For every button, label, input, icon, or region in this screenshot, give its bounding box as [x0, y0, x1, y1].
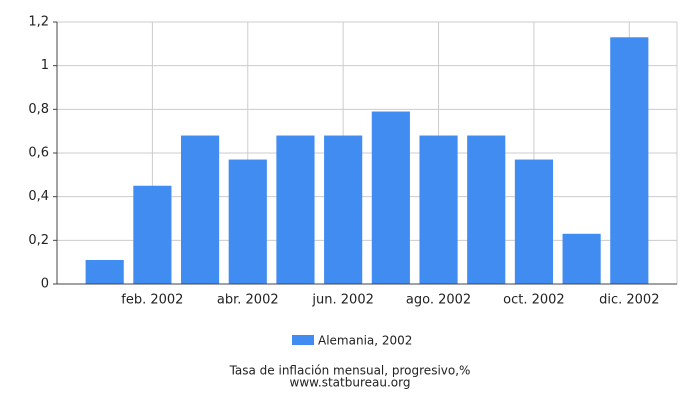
x-tick-label: oct. 2002 [503, 293, 565, 308]
x-tick-label: abr. 2002 [217, 293, 279, 308]
x-tick-label: ago. 2002 [406, 293, 471, 308]
caption: Tasa de inflación mensual, progresivo,% [229, 364, 471, 378]
bar [181, 135, 220, 284]
y-tick-label: 0,4 [28, 189, 49, 204]
y-tick-label: 0,2 [28, 233, 49, 248]
bar [276, 135, 315, 284]
bar [467, 135, 506, 284]
legend-label: Alemania, 2002 [318, 334, 412, 348]
source: www.statbureau.org [290, 376, 411, 390]
y-tick-label: 0,6 [28, 146, 49, 161]
x-tick-label: jun. 2002 [311, 293, 373, 308]
bar [371, 111, 410, 285]
bar [514, 159, 553, 284]
x-tick-label: dic. 2002 [599, 293, 659, 308]
y-tick-label: 0 [41, 277, 49, 292]
bar [133, 185, 172, 284]
bar [228, 159, 267, 284]
y-tick-label: 1 [41, 58, 49, 73]
bar [419, 135, 458, 284]
legend-swatch [292, 335, 314, 345]
bar [562, 233, 601, 284]
y-tick-label: 0,8 [28, 102, 49, 117]
y-tick-label: 1,2 [28, 15, 49, 30]
bar [324, 135, 363, 284]
bar [610, 37, 649, 285]
x-tick-label: feb. 2002 [121, 293, 183, 308]
bar [85, 259, 124, 284]
